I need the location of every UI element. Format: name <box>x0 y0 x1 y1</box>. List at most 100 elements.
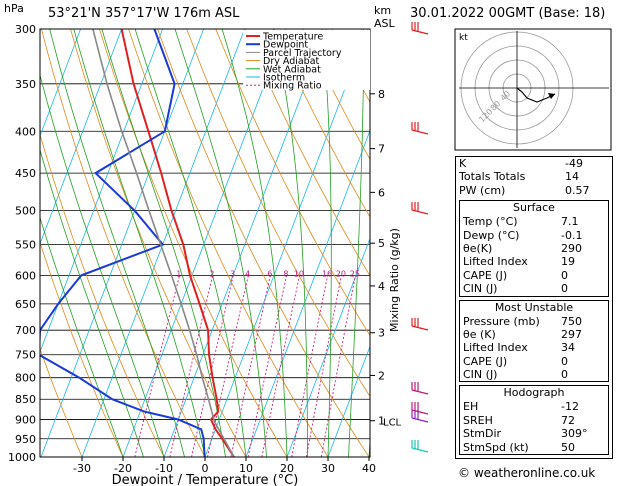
wet-adiabat-line <box>49 29 185 457</box>
surface-label: θe(K) <box>463 241 493 255</box>
surface-value: 19 <box>561 255 575 269</box>
wet-adiabat-line <box>174 29 267 457</box>
mixing-ratio-line <box>247 275 288 457</box>
legend-label: Isotherm <box>263 73 305 84</box>
surface-section: Surface Temp (°C) 7.1 Dewp (°C) -0.1 θe(K) 29… <box>459 200 609 297</box>
legend-label: Dewpoint <box>263 40 308 51</box>
surface-value: 7.1 <box>561 215 579 229</box>
asl-unit-label: ASL <box>374 17 395 30</box>
pressure-tick-label: 700 <box>15 324 36 337</box>
wind-barb-icon <box>411 202 429 215</box>
mu-label: CIN (J) <box>463 368 498 382</box>
isotherm-line <box>122 29 286 457</box>
wet-adiabat-line <box>40 148 144 457</box>
mixing-ratio-label: 3 <box>230 269 235 278</box>
dry-adiabat-line <box>186 29 370 398</box>
surface-title: Surface <box>513 201 555 215</box>
mu-row: θe (K) 297 <box>460 328 608 341</box>
surface-value: 290 <box>561 241 582 255</box>
legend-box <box>243 30 370 90</box>
dry-adiabat-line <box>302 29 370 161</box>
hodograph-unit-label: kt <box>459 33 468 43</box>
temp-tick-label: -20 <box>114 462 132 475</box>
trace-lines <box>40 29 235 457</box>
mixing-ratio-label: 4 <box>245 269 250 278</box>
mixing-ratio-line <box>320 275 356 457</box>
wet-adiabat-line <box>348 29 365 457</box>
km-tick-label: 7 <box>378 143 385 156</box>
km-tick-label: 8 <box>378 88 385 101</box>
hodo-value: -12 <box>561 400 579 414</box>
legend-label: Mixing Ratio <box>263 81 322 92</box>
wind-barb-icon <box>411 410 429 423</box>
mixing-ratio-label: 25 <box>350 269 360 278</box>
dry-adiabat-line <box>40 241 124 457</box>
wet-adiabat-line <box>321 29 332 457</box>
isotherm-line <box>40 29 204 457</box>
background-lines <box>40 29 370 457</box>
surface-label: Lifted Index <box>463 255 528 269</box>
temp-tick-label: -30 <box>73 462 91 475</box>
mu-value: 297 <box>561 327 582 341</box>
pressure-tick-label: 950 <box>15 433 36 446</box>
hodo-value: 50 <box>561 440 575 454</box>
pressure-tick-label: 650 <box>15 298 36 311</box>
mu-label: θe (K) <box>463 327 496 341</box>
legend-label: Temperature <box>262 32 323 43</box>
mixing-ratio-line <box>134 275 180 457</box>
temp-tick-label: -10 <box>155 462 173 475</box>
mu-row: Lifted Index 34 <box>460 341 608 354</box>
isotherm-line <box>163 29 327 457</box>
hodo-row: EH -12 <box>460 400 608 413</box>
mixing-ratio-label: 8 <box>283 269 288 278</box>
index-label: K <box>459 157 467 170</box>
mixing-ratio-label: 1 <box>176 269 181 278</box>
index-value: 14 <box>565 170 579 184</box>
isotherm-line <box>40 29 163 353</box>
mu-label: CAPE (J) <box>463 354 508 368</box>
lcl-label: LCL <box>383 418 402 429</box>
dewpoint-trace <box>40 29 206 457</box>
legend-label: Parcel Trajectory <box>263 48 342 59</box>
mixing-ratio-label: 6 <box>267 269 272 278</box>
station-location: 53°21'N 357°17'W 176m ASL <box>48 6 240 21</box>
pressure-tick-label: 800 <box>15 372 36 385</box>
index-row: PW (cm) 0.57 <box>456 184 612 197</box>
surface-row: CIN (J) 0 <box>460 282 608 295</box>
mixing-ratio-label: 10 <box>294 269 304 278</box>
wind-barb-icon <box>411 122 429 135</box>
dry-adiabat-line <box>215 29 370 337</box>
wet-adiabat-line <box>40 216 124 457</box>
dry-adiabat-line <box>70 29 247 457</box>
copyright-footer: © weatheronline.co.uk <box>458 466 596 480</box>
dry-adiabat-line <box>244 29 370 277</box>
temp-tick-label: 20 <box>280 462 294 475</box>
hodo-label: StmSpd (kt) <box>463 440 529 454</box>
hpa-unit-label: hPa <box>4 2 24 15</box>
sounding-datetime: 30.01.2022 00GMT (Base: 18) <box>410 6 606 21</box>
dry-adiabat-line <box>40 132 165 457</box>
pressure-tick-label: 1000 <box>8 451 36 464</box>
surface-row: Temp (°C) 7.1 <box>460 215 608 228</box>
legend-label: Wet Adiabat <box>263 64 321 75</box>
isotherm-line <box>204 29 368 457</box>
surface-label: Temp (°C) <box>463 215 518 229</box>
hodo-value: 72 <box>561 413 575 427</box>
hodo-row: SREH 72 <box>460 414 608 427</box>
surface-label: Dewp (°C) <box>463 228 520 242</box>
km-tick-label: 6 <box>378 186 385 199</box>
mixing-ratio-line <box>291 275 329 457</box>
mixing-ratio-line <box>261 275 300 457</box>
hodo-row: StmDir 309° <box>460 427 608 440</box>
dry-adiabat-line <box>157 29 370 457</box>
legend-label: Dry Adiabat <box>263 56 320 67</box>
surface-value: -0.1 <box>561 228 583 242</box>
x-axis-title: Dewpoint / Temperature (°C) <box>112 473 299 486</box>
index-row: K -49 <box>456 157 612 170</box>
index-row: Totals Totals 14 <box>456 170 612 183</box>
hodo-label: StmDir <box>463 427 502 441</box>
wind-barb-icon <box>411 318 429 331</box>
km-tick-label: 5 <box>378 237 385 250</box>
